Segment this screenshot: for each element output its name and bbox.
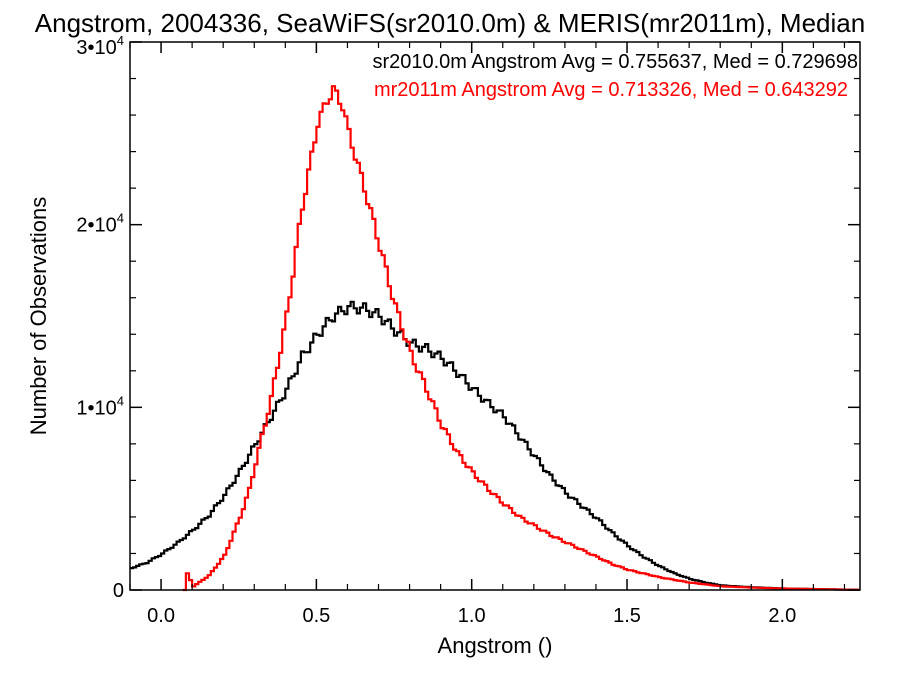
plot-marks (130, 85, 860, 592)
y-axis-label: Number of Observations (26, 197, 51, 435)
y-tick-label: 3•104 (76, 33, 124, 59)
series-line-1 (182, 85, 860, 592)
legend-entry-mr2011: mr2011m Angstrom Avg = 0.713326, Med = 0… (374, 79, 848, 101)
axis-ticks: 0.0 0.5 1.0 1.5 2.0 0 1•104 2•104 3•104 (76, 33, 860, 627)
x-tick-label: 2.0 (768, 605, 796, 627)
plot-frame (129, 41, 861, 591)
x-tick-label: 1.5 (613, 605, 641, 627)
y-tick-label: 2•104 (76, 211, 124, 237)
x-tick-label: 0.0 (147, 605, 175, 627)
x-axis-label: Angstrom () (438, 633, 553, 658)
legend-entry-sr2010: sr2010.0m Angstrom Avg = 0.755637, Med =… (372, 51, 858, 73)
series-line-0 (130, 300, 860, 591)
y-tick-label: 0 (113, 580, 124, 602)
y-tick-label: 1•104 (76, 393, 124, 419)
x-tick-label: 1.0 (458, 605, 486, 627)
x-tick-label: 0.5 (302, 605, 330, 627)
chart-title: Angstrom, 2004336, SeaWiFS(sr2010.0m) & … (35, 8, 865, 38)
